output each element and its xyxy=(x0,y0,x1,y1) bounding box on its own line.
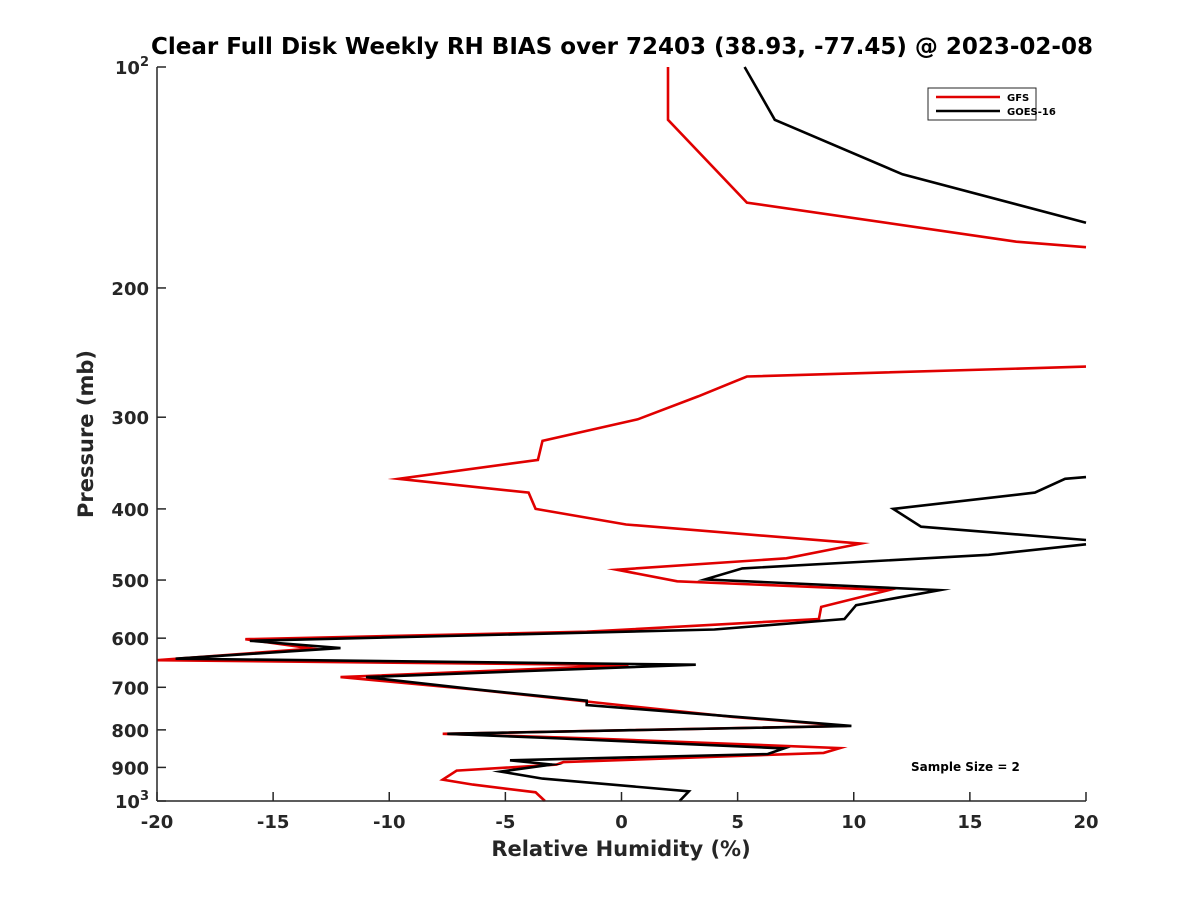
x-axis-label: Relative Humidity (%) xyxy=(491,837,750,861)
x-tick-label: -10 xyxy=(373,812,406,833)
x-ticks: -20 -15 -10 -5 0 5 10 15 20 xyxy=(141,792,1099,833)
y-tick-label: 400 xyxy=(111,500,149,521)
plot-area: -20 -15 -10 -5 0 5 10 15 20 102 200 300 400 500 600 70… xyxy=(111,55,1098,833)
x-tick-label: 15 xyxy=(957,812,982,833)
y-tick-label: 900 xyxy=(111,758,149,779)
x-tick-label: 10 xyxy=(841,812,866,833)
y-tick-label: 300 xyxy=(111,408,149,429)
x-tick-label: -20 xyxy=(141,812,174,833)
sample-size-annotation: Sample Size = 2 xyxy=(911,760,1020,774)
legend-label-goes16: GOES-16 xyxy=(1007,107,1056,118)
x-tick-label: 0 xyxy=(615,812,628,833)
series-layer xyxy=(156,66,1087,802)
y-tick-label: 500 xyxy=(111,571,149,592)
x-tick-label: 20 xyxy=(1073,812,1098,833)
series-line-goes16-1 xyxy=(889,475,1087,542)
y-tick-label: 102 xyxy=(115,55,149,79)
series-line-goes16-0 xyxy=(743,66,1087,224)
y-tick-label: 103 xyxy=(115,789,149,813)
x-tick-label: 5 xyxy=(731,812,744,833)
series-line-goes16-2 xyxy=(175,543,1087,802)
legend-label-gfs: GFS xyxy=(1007,93,1029,104)
y-tick-label: 800 xyxy=(111,721,149,742)
series-line-gfs-0 xyxy=(666,67,1087,249)
legend: GFS GOES-16 xyxy=(927,87,1056,121)
y-tick-label: 600 xyxy=(111,629,149,650)
x-tick-label: -15 xyxy=(257,812,290,833)
y-tick-label: 200 xyxy=(111,279,149,300)
y-ticks: 102 200 300 400 500 600 700 800 900 103 xyxy=(111,55,166,813)
legend-box xyxy=(927,87,1037,121)
y-tick-label: 700 xyxy=(111,678,149,699)
y-axis-label: Pressure (mb) xyxy=(74,350,98,518)
x-tick-label: -5 xyxy=(495,812,515,833)
chart-title: Clear Full Disk Weekly RH BIAS over 7240… xyxy=(151,34,1093,60)
